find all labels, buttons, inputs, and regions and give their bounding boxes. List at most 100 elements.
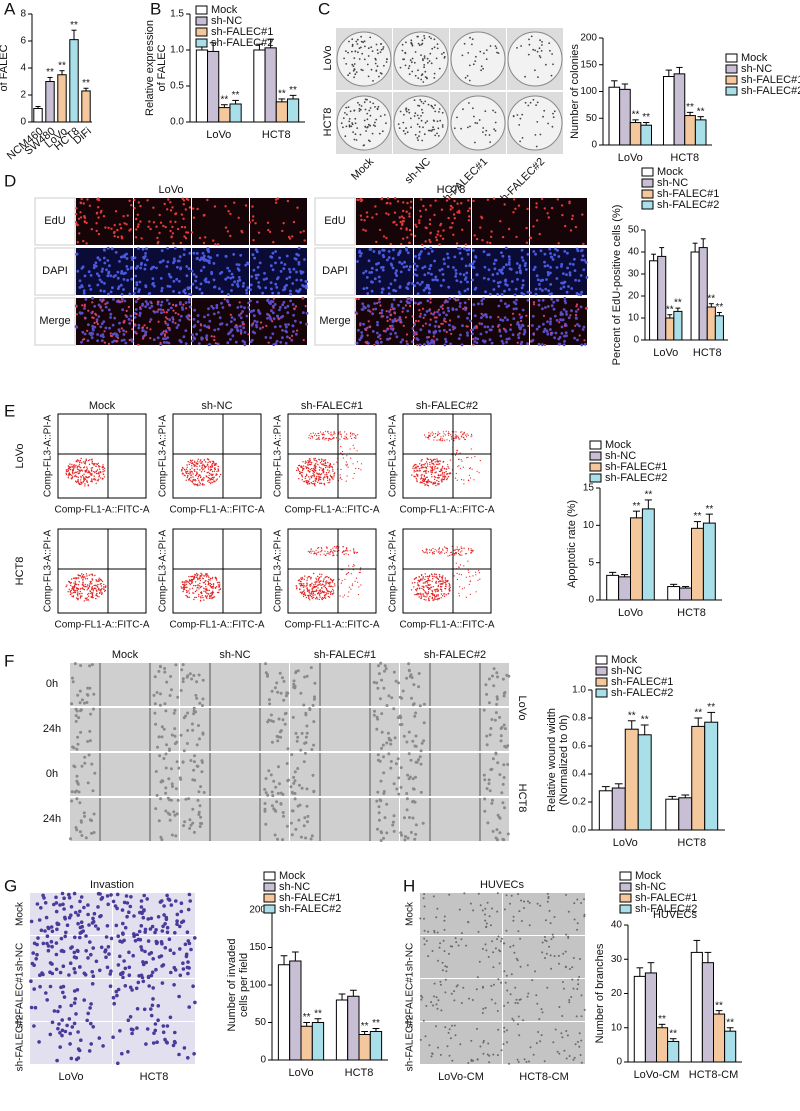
cell [188, 206, 192, 209]
cell [557, 242, 560, 245]
cell [426, 57, 429, 60]
cell [463, 479, 465, 481]
cell [442, 461, 444, 463]
cell [291, 282, 295, 285]
cell [426, 342, 430, 346]
cell [357, 594, 360, 596]
cell [418, 135, 420, 138]
plate [507, 95, 563, 151]
cell [393, 319, 396, 323]
cell [168, 318, 172, 322]
cell [488, 134, 491, 136]
cell [301, 474, 303, 476]
cell [423, 64, 426, 66]
cell [173, 734, 177, 738]
cell [328, 478, 331, 480]
cell [316, 438, 318, 440]
cell [431, 431, 433, 433]
cell [422, 81, 425, 83]
cell [175, 740, 179, 744]
cell [509, 328, 512, 331]
cell [152, 284, 156, 288]
cell [307, 462, 309, 464]
cell [216, 591, 219, 594]
cell [471, 38, 474, 40]
cell [408, 212, 411, 215]
cell [411, 474, 413, 476]
cell [300, 582, 302, 585]
cell [184, 237, 188, 240]
cell [423, 133, 426, 136]
cell [98, 471, 100, 473]
cell [94, 587, 96, 589]
cell [114, 210, 118, 213]
cell [512, 307, 516, 311]
cell [369, 36, 372, 39]
cell [368, 271, 372, 274]
cell [311, 468, 313, 470]
cell [452, 213, 456, 216]
cell [409, 200, 413, 203]
cell [467, 199, 470, 202]
cell [411, 315, 414, 318]
cell [225, 323, 229, 326]
cell [512, 317, 516, 320]
cell [373, 277, 377, 281]
cell [421, 458, 423, 461]
cell [482, 67, 484, 70]
cell [239, 328, 243, 332]
cell [465, 434, 467, 436]
cell [432, 126, 434, 129]
cell [355, 40, 358, 43]
cell [543, 109, 546, 112]
cell [428, 599, 430, 602]
cell [365, 328, 368, 332]
cell [583, 258, 586, 262]
cell [192, 483, 195, 485]
cell [213, 338, 216, 342]
cell [360, 40, 363, 43]
cell [282, 698, 286, 702]
cell [446, 550, 448, 552]
cell [219, 322, 222, 326]
cell [77, 599, 79, 601]
image-texture [447, 446, 481, 485]
cell [391, 257, 395, 260]
cell [384, 667, 388, 671]
cell [231, 334, 235, 338]
cell [209, 465, 212, 468]
cell [358, 58, 361, 60]
cell [452, 266, 455, 269]
cell [297, 246, 301, 250]
cell [88, 470, 90, 472]
cell [141, 304, 144, 307]
cell [418, 125, 421, 128]
row-label: 0h [46, 678, 58, 690]
cell [492, 262, 496, 265]
cell [311, 461, 313, 464]
cell [162, 337, 165, 341]
cell [426, 594, 428, 596]
cell [443, 474, 445, 476]
cell [374, 106, 376, 108]
cell [354, 551, 356, 554]
cell [309, 478, 311, 480]
cell [179, 267, 182, 271]
cell [250, 275, 254, 278]
cell [428, 579, 430, 581]
cell [228, 331, 232, 335]
cell [195, 480, 197, 482]
cell [201, 704, 204, 707]
cell [429, 204, 432, 207]
cell [104, 586, 107, 588]
cell [421, 587, 423, 590]
cell [319, 462, 322, 464]
cell [74, 590, 77, 592]
cell [445, 330, 448, 334]
cell [410, 61, 413, 64]
cell [172, 279, 176, 283]
cell [87, 476, 89, 479]
cell [77, 472, 80, 475]
cell [97, 583, 99, 586]
cell [248, 221, 252, 224]
